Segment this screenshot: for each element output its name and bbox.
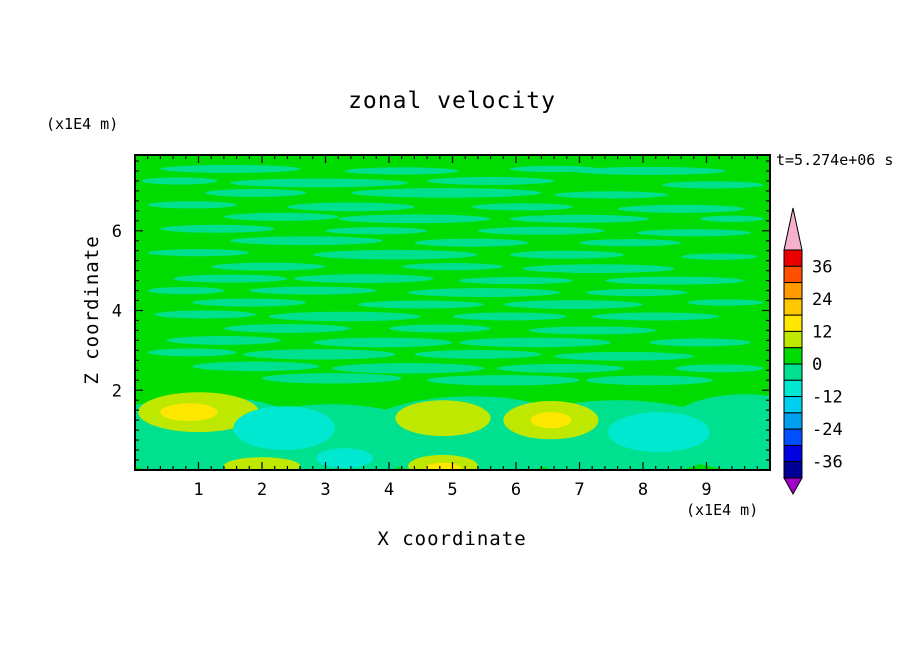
axis-ticks (135, 155, 770, 470)
svg-text:-12: -12 (812, 388, 843, 408)
colorbar (783, 207, 803, 496)
svg-text:3: 3 (320, 480, 330, 500)
svg-text:36: 36 (812, 257, 832, 277)
z-axis-units: (x1E4 m) (46, 115, 119, 133)
svg-text:0: 0 (812, 355, 822, 375)
colorbar-labels: 36 24 12 0 -12 -24 -36 (812, 257, 843, 472)
x-axis-label: X coordinate (377, 528, 527, 550)
svg-text:2: 2 (257, 480, 267, 500)
svg-text:4: 4 (384, 480, 394, 500)
axis-tick-labels: 1 2 3 4 5 6 7 8 9 2 4 6 (112, 222, 712, 500)
svg-text:2: 2 (112, 381, 122, 401)
svg-text:24: 24 (812, 290, 832, 310)
svg-text:-24: -24 (812, 420, 843, 440)
z-axis-label: Z coordinate (81, 235, 103, 385)
svg-text:12: 12 (812, 322, 832, 342)
svg-text:5: 5 (447, 480, 457, 500)
svg-text:6: 6 (112, 222, 122, 242)
colorbar-under-arrow (783, 477, 803, 496)
x-axis-units: (x1E4 m) (686, 501, 759, 519)
timestamp: t=5.274e+06 s (776, 151, 894, 169)
svg-text:6: 6 (511, 480, 521, 500)
svg-text:8: 8 (638, 480, 648, 500)
chart-title: zonal velocity (348, 88, 556, 114)
svg-text:9: 9 (701, 480, 711, 500)
contour-field (135, 155, 770, 470)
svg-text:-36: -36 (812, 453, 843, 473)
svg-text:4: 4 (112, 302, 122, 322)
svg-text:7: 7 (574, 480, 584, 500)
colorbar-over-arrow (783, 207, 803, 251)
svg-text:1: 1 (193, 480, 203, 500)
